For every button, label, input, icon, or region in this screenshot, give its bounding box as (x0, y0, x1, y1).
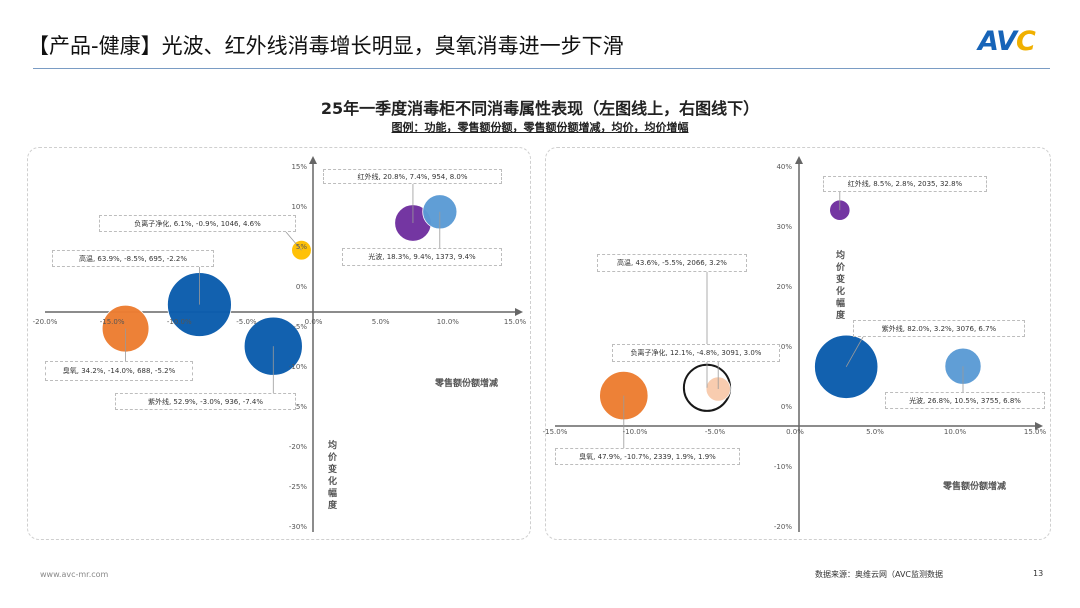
y-tick-label: 10% (291, 203, 307, 211)
y-tick-label: -5% (293, 323, 307, 331)
data-label: 红外线, 8.5%, 2.8%, 2035, 32.8% (823, 176, 987, 192)
x-tick-label: -15.0% (99, 318, 125, 326)
y-tick-label: -20% (288, 443, 307, 451)
x-tick-label: 10.0% (943, 428, 967, 436)
y-tick-label: -25% (288, 483, 307, 491)
y-axis-arrow (795, 156, 803, 164)
data-label: 紫外线, 52.9%, -3.0%, 936, -7.4% (115, 393, 296, 410)
x-tick-label: -5.0% (704, 428, 726, 436)
avc-logo: AVC (978, 26, 1036, 57)
y-tick-label: 20% (776, 283, 792, 291)
y-tick-label: -20% (773, 523, 792, 531)
header-divider (33, 68, 1050, 69)
x-axis-arrow (1035, 422, 1043, 430)
x-tick-label: -15.0% (542, 428, 568, 436)
x-tick-label: 0.0% (304, 318, 323, 326)
x-axis-arrow (515, 308, 523, 316)
y-tick-label: 0% (295, 283, 307, 291)
y-axis-arrow (309, 156, 317, 164)
y-tick-label: -10% (288, 363, 307, 371)
left-chart-panel (27, 147, 531, 540)
right-x-axis-title: 零售额份额增减 (943, 482, 1007, 492)
y-tick-label: 0% (780, 403, 792, 411)
y-tick-label: 15% (291, 163, 307, 171)
x-tick-label: -20.0% (32, 318, 58, 326)
data-label: 紫外线, 82.0%, 3.2%, 3076, 6.7% (853, 320, 1025, 337)
x-tick-label: -10.0% (166, 318, 192, 326)
legend-note: 图例：功能，零售额份额，零售额份额增减，均价，均价增幅 (391, 121, 689, 134)
x-tick-label: 15.0% (1023, 428, 1047, 436)
data-label: 红外线, 20.8%, 7.4%, 954, 8.0% (323, 169, 502, 184)
data-label: 臭氧, 34.2%, -14.0%, 688, -5.2% (45, 361, 193, 381)
data-label: 光波, 26.8%, 10.5%, 3755, 6.8% (885, 392, 1045, 409)
y-tick-label: 10% (776, 343, 792, 351)
page-title: 【产品-健康】光波、红外线消毒增长明显，臭氧消毒进一步下滑 (28, 34, 624, 58)
data-label: 臭氧, 47.9%, -10.7%, 2339, 1.9%, 1.9% (555, 448, 740, 465)
x-tick-label: 5.0% (866, 428, 884, 436)
page-number: 13 (1033, 569, 1044, 578)
x-tick-label: 0.0% (786, 428, 804, 436)
right-chart-panel (545, 147, 1051, 540)
x-tick-label: 15.0% (503, 318, 527, 326)
y-tick-label: -30% (288, 523, 307, 531)
y-tick-label: 5% (295, 243, 307, 251)
data-label: 高温, 63.9%, -8.5%, 695, -2.2% (52, 250, 214, 267)
x-tick-label: 5.0% (371, 318, 390, 326)
y-tick-label: -10% (773, 463, 792, 471)
footer-url: www.avc-mr.com (40, 570, 109, 579)
footer-source: 数据来源：奥维云网（AVC监测数据 (815, 570, 944, 579)
data-label: 光波, 18.3%, 9.4%, 1373, 9.4% (342, 248, 502, 266)
left-x-axis-title: 零售额份额增减 (435, 379, 499, 389)
data-label: 负离子净化, 6.1%, -0.9%, 1046, 4.6% (99, 215, 296, 232)
right-y-axis-title: 均价变化幅度 (836, 251, 846, 321)
y-tick-label: -15% (288, 403, 307, 411)
x-tick-label: -10.0% (622, 428, 648, 436)
left-y-axis-title: 均价变化幅度 (328, 441, 338, 511)
data-label: 高温, 43.6%, -5.5%, 2066, 3.2% (597, 254, 747, 272)
y-tick-label: 40% (776, 163, 792, 171)
x-tick-label: 10.0% (436, 318, 459, 326)
leader-line (285, 231, 302, 251)
x-tick-label: -5.0% (236, 318, 257, 326)
chart-subtitle: 25年一季度消毒柜不同消毒属性表现（左图线上，右图线下） (320, 99, 760, 118)
leader-line (845, 336, 864, 367)
data-label: 负离子净化, 12.1%, -4.8%, 3091, 3.0% (612, 344, 780, 362)
y-tick-label: 30% (776, 223, 792, 231)
